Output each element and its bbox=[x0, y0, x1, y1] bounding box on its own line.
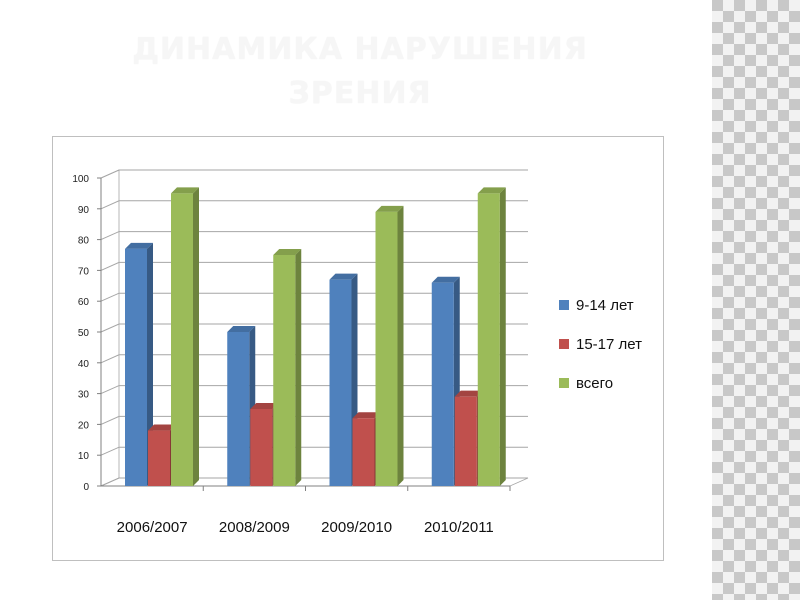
gridline bbox=[100, 231, 528, 241]
y-tick-label: 40 bbox=[78, 359, 90, 370]
bar-top bbox=[329, 273, 358, 280]
bar-top bbox=[454, 390, 483, 397]
x-category-label: 2008/2009 bbox=[219, 519, 290, 536]
legend-label: 9-14 лет bbox=[576, 297, 634, 314]
bar-chart: 0 10 20 30 40 50 60 70 80 90 100 2006/2007 2008/2009… bbox=[72, 169, 642, 536]
y-tick-label: 0 bbox=[83, 482, 89, 493]
gridline bbox=[100, 323, 528, 333]
bar bbox=[227, 332, 250, 486]
y-tick-label: 80 bbox=[78, 236, 90, 247]
y-tick-label: 60 bbox=[78, 297, 90, 308]
bar bbox=[375, 211, 398, 486]
legend-label: всего bbox=[576, 375, 613, 392]
y-tick-label: 90 bbox=[78, 205, 90, 216]
bar-top bbox=[227, 326, 256, 332]
bar bbox=[477, 193, 500, 486]
y-tick-label: 30 bbox=[78, 390, 90, 401]
bar-top bbox=[431, 276, 460, 283]
x-category-label: 2006/2007 bbox=[117, 519, 188, 536]
bar bbox=[125, 248, 147, 486]
gridline bbox=[100, 200, 528, 210]
bar bbox=[329, 279, 352, 486]
slide-title-line-1: ДИНАМИКА НАРУШЕНИЯ bbox=[132, 32, 588, 67]
bar-top bbox=[148, 424, 176, 431]
bar-top bbox=[477, 187, 506, 194]
y-tick-label: 20 bbox=[78, 420, 90, 431]
bar bbox=[250, 409, 273, 486]
bar-top bbox=[375, 205, 404, 212]
gridline bbox=[100, 261, 528, 271]
bar-side bbox=[147, 242, 153, 486]
bar-side bbox=[499, 187, 506, 486]
legend-label: 15-17 лет bbox=[576, 336, 642, 353]
legend-swatch bbox=[559, 378, 569, 388]
bar-side bbox=[397, 205, 404, 486]
legend-swatch bbox=[559, 300, 569, 310]
bar-top bbox=[352, 412, 381, 419]
gridline bbox=[100, 292, 528, 302]
bar bbox=[273, 255, 296, 486]
gridline bbox=[100, 169, 528, 179]
bar bbox=[171, 193, 193, 486]
y-tick-label: 10 bbox=[78, 451, 90, 462]
bar-top bbox=[125, 242, 153, 249]
bar bbox=[431, 282, 454, 486]
slide-title-line-2: ЗРЕНИЯ bbox=[288, 76, 432, 111]
bar-side bbox=[193, 187, 199, 486]
y-tick-label: 70 bbox=[78, 266, 90, 277]
bar bbox=[148, 430, 170, 486]
bar bbox=[352, 418, 375, 486]
legend-swatch bbox=[559, 339, 569, 349]
bar-side bbox=[295, 249, 302, 486]
gridline bbox=[100, 354, 528, 364]
x-category-label: 2010/2011 bbox=[424, 519, 494, 536]
slide-title: ДИНАМИКА НАРУШЕНИЯ ЗРЕНИЯ bbox=[60, 28, 660, 116]
bar-top bbox=[171, 187, 199, 194]
y-tick-label: 50 bbox=[78, 328, 90, 339]
decorative-pattern-strip bbox=[712, 0, 800, 600]
bar-top bbox=[273, 249, 302, 255]
bar bbox=[454, 396, 477, 486]
x-category-label: 2009/2010 bbox=[321, 519, 392, 536]
bar-top bbox=[250, 403, 279, 409]
y-tick-label: 100 bbox=[72, 174, 89, 185]
